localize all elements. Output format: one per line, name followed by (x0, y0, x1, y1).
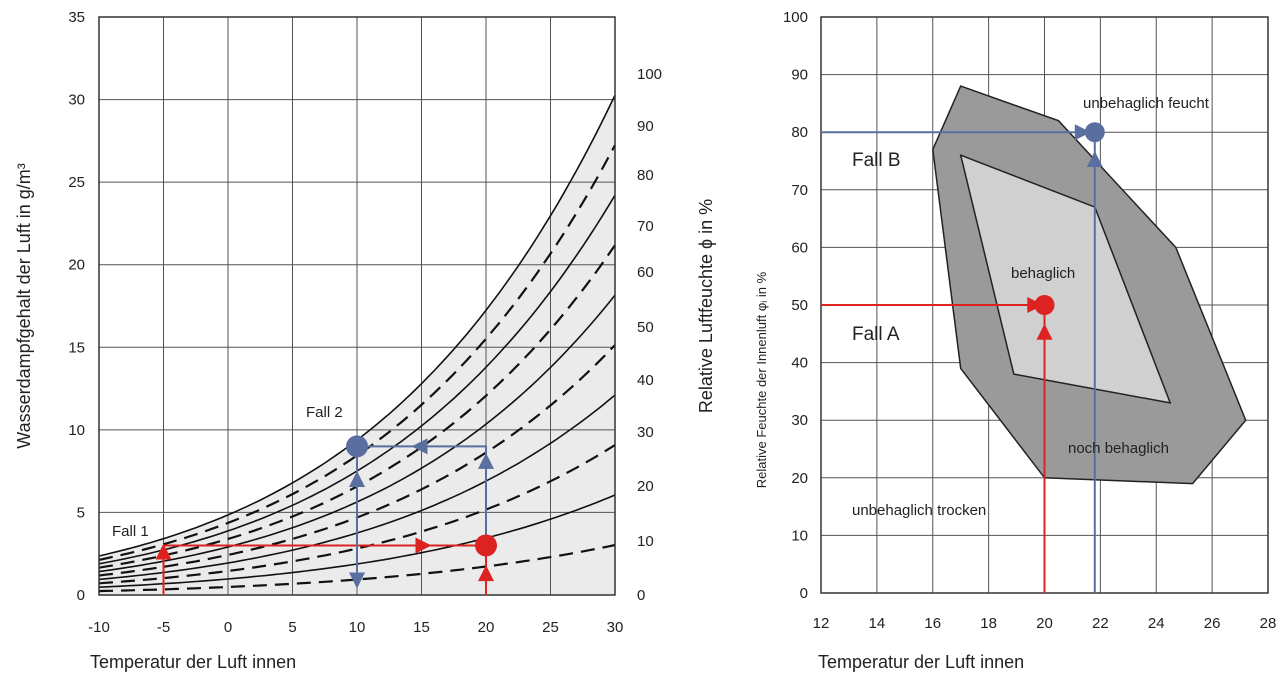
zone-unbehaglich-trocken: unbehaglich trocken (852, 502, 986, 519)
right-x-tick-label: 16 (924, 615, 941, 632)
rh-curve-90 (98, 144, 616, 561)
left-rh-tick-label: 30 (637, 424, 654, 441)
left-rh-ticks: 0 10 20 30 40 50 60 70 80 90 100 (637, 66, 662, 604)
right-y-tick-label: 70 (791, 182, 808, 199)
fall1-label: Fall 1 (112, 523, 149, 540)
right-y-tick-label: 90 (791, 67, 808, 84)
right-y-tick-label: 50 (791, 297, 808, 314)
left-x-tick-label: -10 (88, 619, 110, 636)
left-rh-tick-label: 40 (637, 372, 654, 389)
fall2-arrow (349, 572, 365, 589)
left-rh-tick-label: 0 (637, 587, 645, 604)
fall1-arrow (155, 543, 172, 560)
fall-a-point (1034, 295, 1055, 315)
left-x-tick-label: 5 (288, 619, 296, 636)
right-y-tick-label: 30 (791, 412, 808, 429)
fall-b-point (1084, 122, 1105, 143)
right-y-axis-title: Relative Feuchte der Innenluft φᵢ in % (754, 271, 769, 488)
state-point (346, 435, 368, 458)
right-y-ticks: 0 10 20 30 40 50 60 70 80 90 100 (783, 9, 808, 602)
right-x-tick-label: 12 (813, 615, 830, 632)
inner-comfort-region (959, 153, 1172, 404)
zone-unbehaglich-feucht: unbehaglich feucht (1083, 95, 1210, 112)
right-x-tick-label: 22 (1092, 615, 1109, 632)
left-y-tick-label: 20 (68, 257, 85, 274)
left-y-axis-title: Wasserdampfgehalt der Luft in g/m³ (14, 163, 34, 448)
zone-behaglich: behaglich (1011, 265, 1075, 282)
right-annotations (821, 122, 1105, 593)
right-y-tick-label: 80 (791, 124, 808, 141)
left-x-tick-label: -5 (157, 619, 170, 636)
left-y-ticks: 0 5 10 15 20 25 30 35 (68, 9, 85, 604)
rh-curve-30 (98, 444, 616, 585)
left-x-ticks: -10 -5 0 5 10 15 20 25 30 (88, 619, 623, 636)
left-y-tick-label: 10 (68, 422, 85, 439)
left-plot-frame (98, 16, 616, 596)
left-rh-tick-label: 80 (637, 167, 654, 184)
fall2-arrow (411, 438, 428, 455)
fall2-arrow (478, 452, 494, 469)
left-y-tick-label: 15 (68, 339, 85, 356)
fall-b-arrow (1086, 151, 1103, 167)
left-rh-tick-label: 20 (637, 478, 654, 495)
rh-curve-10 (98, 543, 616, 593)
right-x-axis-title: Temperatur der Luft innen (818, 652, 1024, 672)
right-y-tick-label: 0 (800, 585, 808, 602)
fall2-arrow (349, 471, 365, 488)
left-rh-tick-label: 50 (637, 319, 654, 336)
left-y-tick-label: 30 (68, 92, 85, 109)
left-rh-tick-label: 10 (637, 533, 654, 550)
right-chart: 12 14 16 18 20 22 24 26 28 0 10 20 30 40 50 60 70 80 90 10… (754, 9, 1276, 672)
left-x-tick-label: 20 (478, 619, 495, 636)
right-y-tick-label: 20 (791, 470, 808, 487)
right-y-tick-label: 60 (791, 239, 808, 256)
right-x-tick-label: 26 (1204, 615, 1221, 632)
right-y-tick-label: 100 (783, 9, 808, 26)
fall-a-arrow (1036, 323, 1053, 340)
left-rh-tick-label: 70 (637, 218, 654, 235)
left-x-tick-label: 0 (224, 619, 232, 636)
right-y-tick-label: 40 (791, 355, 808, 372)
fall1-arrow (415, 537, 432, 554)
left-rh-tick-label: 100 (637, 66, 662, 83)
state-point (475, 534, 497, 557)
left-x-tick-label: 15 (413, 619, 430, 636)
right-x-tick-label: 28 (1260, 615, 1277, 632)
zone-noch-behaglich: noch behaglich (1068, 440, 1169, 457)
left-rh-tick-label: 90 (637, 118, 654, 135)
fall-b-arrow (1074, 124, 1091, 141)
left-y-tick-label: 35 (68, 9, 85, 26)
left-chart: -10 -5 0 5 10 15 20 25 30 0 5 10 15 20 25 30 35 0 10 20 30… (14, 9, 716, 672)
fall1-arrow (478, 565, 494, 582)
right-x-tick-label: 18 (980, 615, 997, 632)
left-x-tick-label: 30 (607, 619, 624, 636)
right-x-tick-label: 24 (1148, 615, 1165, 632)
left-annotations (155, 435, 497, 595)
fall-a-label: Fall A (852, 324, 900, 345)
left-y-tick-label: 5 (77, 504, 85, 521)
left-y-tick-label: 0 (77, 587, 85, 604)
fall2-label: Fall 2 (306, 404, 343, 421)
right-x-tick-label: 14 (869, 615, 886, 632)
fall-b-label: Fall B (852, 150, 901, 171)
left-x-axis-title: Temperatur der Luft innen (90, 652, 296, 672)
left-y-tick-label: 25 (68, 174, 85, 191)
right-y-tick-label: 10 (791, 527, 808, 544)
left-x-tick-label: 10 (349, 619, 366, 636)
right-x-ticks: 12 14 16 18 20 22 24 26 28 (813, 615, 1277, 632)
left-y2-axis-title: Relative Luftfeuchte ϕ in % (696, 199, 716, 413)
left-rh-tick-label: 60 (637, 264, 654, 281)
right-x-tick-label: 20 (1036, 615, 1053, 632)
left-x-tick-label: 25 (542, 619, 559, 636)
